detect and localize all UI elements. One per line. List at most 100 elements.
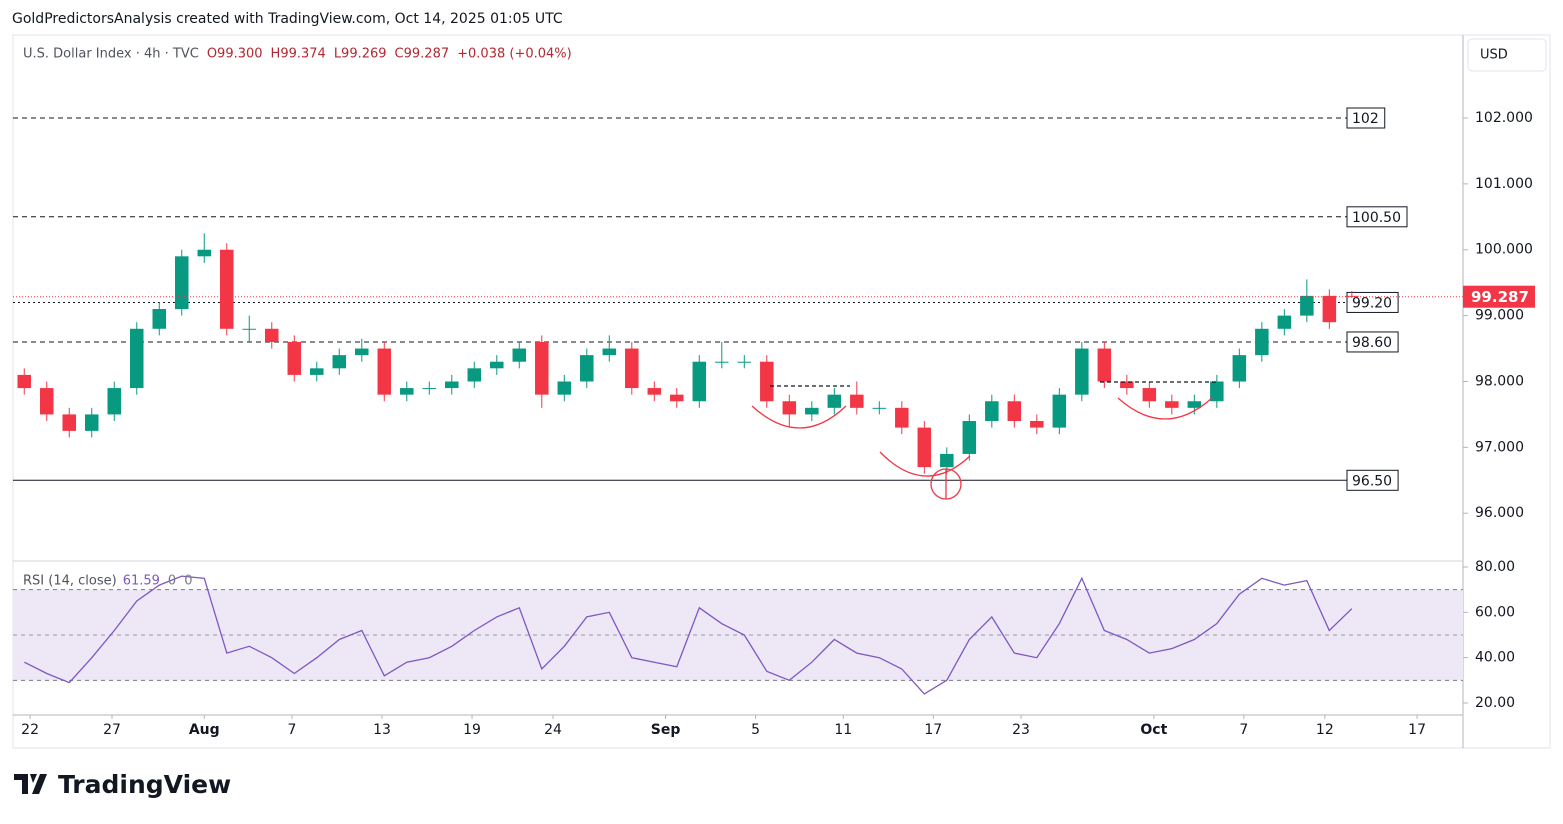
- candle-body: [670, 394, 684, 402]
- y-tick-label: 80.00: [1475, 559, 1515, 575]
- x-tick-label: 7: [1239, 722, 1248, 738]
- logo-mark: [14, 774, 47, 794]
- x-tick-label: 13: [373, 722, 391, 738]
- rsi-value: 61.59: [123, 574, 160, 589]
- right-shoulder-arc: [1117, 397, 1213, 420]
- x-tick-label: 22: [21, 722, 39, 738]
- candle-body: [1052, 394, 1067, 428]
- candle-body: [62, 414, 77, 431]
- x-tick-label: 19: [463, 722, 481, 738]
- x-tick-label: 17: [1408, 722, 1426, 738]
- candle-body: [737, 361, 752, 363]
- candle-body: [782, 401, 797, 415]
- y-tick-label: 20.00: [1475, 695, 1515, 711]
- x-tick-label: 17: [924, 722, 942, 738]
- legend-ohlc: O99.300: [207, 47, 263, 62]
- y-tick-label: 60.00: [1475, 604, 1515, 620]
- candle-body: [422, 388, 437, 390]
- rsi-line: [24, 575, 1353, 695]
- candle-body: [1322, 295, 1337, 323]
- last-price-label: 99.287: [1471, 288, 1529, 306]
- legend-ohlc: C99.287: [395, 47, 450, 62]
- y-tick-label: 96.000: [1475, 505, 1524, 521]
- candle-body: [872, 407, 887, 409]
- level-label-box: [1346, 291, 1399, 313]
- candle-body: [107, 388, 122, 415]
- x-tick-label: 27: [103, 722, 121, 738]
- candle-body: [377, 348, 392, 395]
- last-price-box: [1463, 285, 1535, 308]
- candle-body: [445, 381, 459, 389]
- logo-text: TradingView: [58, 770, 231, 799]
- candle-body: [1007, 401, 1022, 422]
- y-tick-label: 100.000: [1475, 242, 1533, 258]
- rsi-status: 0: [184, 574, 192, 589]
- candle-body: [985, 401, 999, 422]
- candle-body: [557, 381, 572, 395]
- x-tick-label: 7: [288, 722, 297, 738]
- x-tick-label: Oct: [1140, 722, 1167, 738]
- legend-title: U.S. Dollar Index · 4h · TVC: [23, 47, 199, 62]
- candle-body: [1277, 315, 1292, 329]
- rsi-title: RSI (14, close): [23, 574, 117, 589]
- candle-body: [715, 361, 729, 363]
- y-tick-label: 102.000: [1475, 110, 1533, 126]
- level-label: 99.20: [1352, 295, 1392, 311]
- left-shoulder-arc: [751, 405, 847, 429]
- y-tick-label: 99.000: [1475, 308, 1524, 324]
- legend-ohlc: H99.374: [271, 47, 326, 62]
- candle-body: [895, 407, 909, 428]
- candle-body: [242, 328, 257, 330]
- level-label: 98.60: [1352, 335, 1392, 351]
- x-tick-label: 5: [751, 722, 760, 738]
- candle-body: [1232, 355, 1247, 382]
- candle-body: [692, 361, 707, 402]
- candle-body: [287, 341, 302, 375]
- candle-body: [850, 394, 864, 408]
- candle-body: [625, 348, 639, 389]
- candle-body: [1030, 421, 1044, 428]
- candle-body: [805, 407, 819, 415]
- x-tick-label: Aug: [189, 722, 220, 738]
- candle-body: [1120, 381, 1134, 389]
- level-label-box: [1346, 206, 1408, 228]
- y-tick-label: 97.000: [1475, 439, 1524, 455]
- candle-body: [580, 355, 594, 382]
- pattern-drawings: [751, 381, 1218, 500]
- level-label-box: [1346, 331, 1399, 353]
- x-tick-label: Sep: [651, 722, 681, 738]
- candle-body: [332, 355, 347, 369]
- candle-body: [535, 341, 549, 395]
- candle-body: [827, 394, 842, 408]
- x-tick-label: 11: [834, 722, 852, 738]
- candle-body: [152, 309, 167, 329]
- frame: [12, 34, 1551, 749]
- candle-body: [602, 348, 617, 356]
- candle-body: [940, 453, 954, 468]
- logo: TradingView: [14, 770, 231, 799]
- y-tick-label: 101.000: [1475, 176, 1533, 192]
- candle-body: [647, 388, 662, 395]
- head-arc: [879, 451, 971, 477]
- candle-body: [1210, 381, 1224, 402]
- candle-body: [1165, 401, 1179, 408]
- candle-body: [490, 361, 504, 369]
- candle-body: [17, 374, 32, 389]
- attribution: GoldPredictorsAnalysis created with Trad…: [12, 11, 563, 27]
- candle-body: [265, 328, 279, 342]
- candle-body: [962, 421, 977, 454]
- level-label-box: [1346, 469, 1399, 491]
- currency-box[interactable]: [1467, 38, 1547, 72]
- candle-body: [1142, 388, 1157, 402]
- candle-body: [917, 427, 932, 468]
- level-label: 100.50: [1352, 210, 1401, 226]
- candle-body: [220, 249, 234, 329]
- x-tick-label: 24: [544, 722, 562, 738]
- candle-body: [175, 256, 189, 310]
- level-label: 102: [1352, 111, 1379, 127]
- x-tick-label: 23: [1012, 722, 1030, 738]
- candle-body: [40, 388, 54, 415]
- candle-body: [130, 328, 144, 389]
